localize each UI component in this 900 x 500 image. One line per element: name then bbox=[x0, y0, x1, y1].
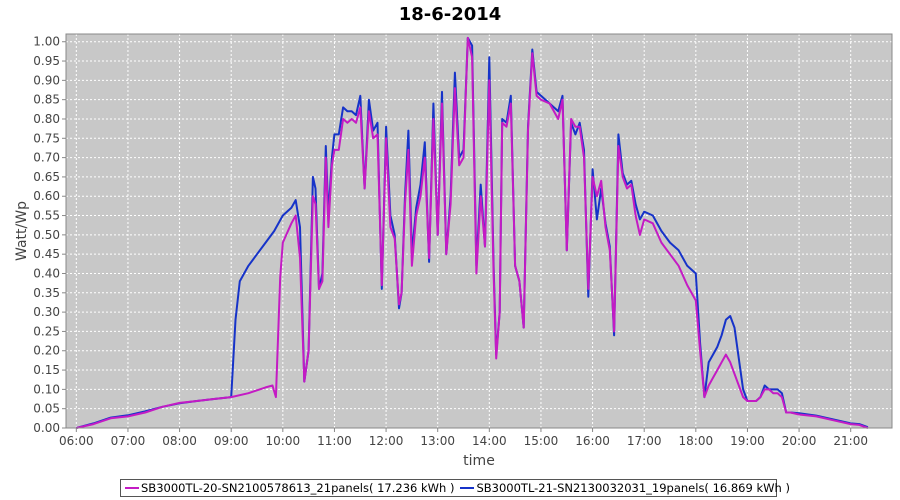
x-tick-label: 20:00 bbox=[782, 434, 817, 448]
x-tick-label: 11:00 bbox=[317, 434, 352, 448]
y-tick-label: 0.70 bbox=[33, 151, 60, 165]
y-tick-label: 0.85 bbox=[33, 93, 60, 107]
y-tick-label: 0.60 bbox=[33, 189, 60, 203]
x-tick-label: 21:00 bbox=[833, 434, 868, 448]
x-tick-label: 08:00 bbox=[162, 434, 197, 448]
line-chart: 0.00 0.05 0.10 0.15 0.20 0.25 0.30 0.35 0.40 0.45… bbox=[14, 33, 893, 469]
y-tick-label: 0.45 bbox=[33, 247, 60, 261]
y-axis-label: Watt/Wp bbox=[14, 201, 30, 261]
x-tick-label: 14:00 bbox=[472, 434, 507, 448]
y-tick-label: 0.25 bbox=[33, 324, 60, 338]
x-tick-label: 16:00 bbox=[575, 434, 610, 448]
y-tick-label: 0.90 bbox=[33, 73, 60, 87]
series-layer bbox=[76, 36, 869, 429]
x-tick-label: 19:00 bbox=[730, 434, 765, 448]
y-tick-label: 0.35 bbox=[33, 286, 60, 300]
y-tick-label: 0.10 bbox=[33, 382, 60, 396]
x-tick-label: 12:00 bbox=[369, 434, 404, 448]
y-tick-label: 0.15 bbox=[33, 363, 60, 377]
x-tick-label: 06:00 bbox=[59, 434, 94, 448]
y-tick-label: 0.05 bbox=[33, 402, 60, 416]
x-axis: 06:00 07:00 08:00 09:00 10:00 11:00 12:00 13:00… bbox=[59, 428, 868, 448]
y-tick-label: 0.30 bbox=[33, 305, 60, 319]
plot-frame bbox=[65, 33, 893, 429]
x-tick-label: 13:00 bbox=[420, 434, 455, 448]
chart-title: 18-6-2014 bbox=[398, 4, 502, 25]
x-tick-label: 10:00 bbox=[266, 434, 301, 448]
legend: SB3000TL-20-SN2100578613_21panels( 17.23… bbox=[120, 479, 790, 497]
y-tick-label: 0.95 bbox=[33, 54, 60, 68]
y-tick-label: 0.20 bbox=[33, 344, 60, 358]
y-tick-label: 0.00 bbox=[33, 421, 60, 435]
x-tick-label: 15:00 bbox=[524, 434, 559, 448]
series-line-1 bbox=[76, 36, 869, 429]
y-tick-label: 0.80 bbox=[33, 112, 60, 126]
y-tick-label: 0.75 bbox=[33, 131, 60, 145]
y-tick-label: 0.55 bbox=[33, 209, 60, 223]
y-tick-label: 0.50 bbox=[33, 228, 60, 242]
legend-item-series-2: SB3000TL-21-SN2130032031_19panels( 16.86… bbox=[460, 481, 790, 495]
legend-label-series-2: SB3000TL-21-SN2130032031_19panels( 16.86… bbox=[476, 481, 790, 495]
legend-item-series-1: SB3000TL-20-SN2100578613_21panels( 17.23… bbox=[125, 481, 454, 495]
y-tick-label: 1.00 bbox=[33, 35, 60, 49]
y-tick-label: 0.40 bbox=[33, 266, 60, 280]
x-tick-label: 07:00 bbox=[111, 434, 146, 448]
x-axis-label: time bbox=[463, 453, 495, 469]
legend-swatch-series-1 bbox=[125, 487, 139, 489]
y-axis: 0.00 0.05 0.10 0.15 0.20 0.25 0.30 0.35 0.40 0.45… bbox=[33, 35, 66, 435]
legend-label-series-1: SB3000TL-20-SN2100578613_21panels( 17.23… bbox=[141, 481, 455, 495]
x-tick-label: 09:00 bbox=[214, 434, 249, 448]
legend-swatch-series-2 bbox=[460, 487, 475, 489]
x-tick-label: 17:00 bbox=[627, 434, 662, 448]
x-tick-label: 18:00 bbox=[679, 434, 714, 448]
y-tick-label: 0.65 bbox=[33, 170, 60, 184]
